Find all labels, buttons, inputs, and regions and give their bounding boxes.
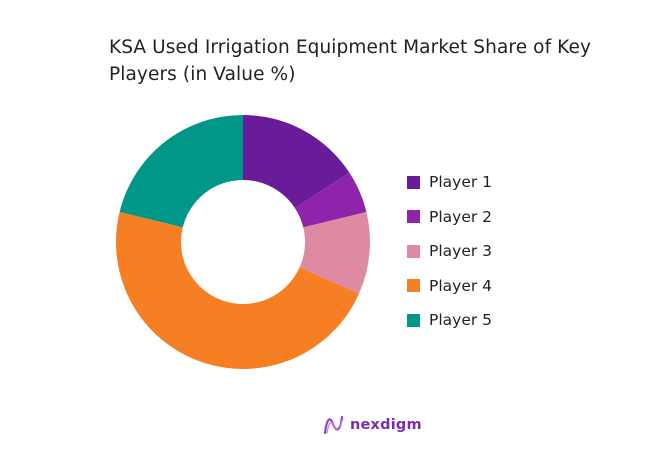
chart-title: KSA Used Irrigation Equipment Market Sha… (109, 37, 592, 85)
legend-label: Player 1 (429, 173, 493, 192)
legend-swatch (407, 175, 420, 189)
legend-swatch (407, 313, 420, 327)
nexdigm-logo: nexdigm (323, 414, 422, 436)
donut-slice-player-4 (116, 211, 359, 369)
legend-label: Player 4 (429, 276, 493, 295)
donut-slice-player-2 (294, 172, 367, 228)
legend-item-player-1: Player 1 (407, 165, 492, 200)
legend-item-player-4: Player 4 (407, 269, 492, 304)
legend-swatch (407, 244, 420, 258)
donut-slice-player-3 (299, 211, 370, 294)
legend-item-player-5: Player 5 (407, 303, 492, 338)
legend-item-player-3: Player 3 (407, 234, 492, 269)
legend-item-player-2: Player 2 (407, 200, 492, 235)
donut-slice-player-5 (119, 115, 243, 228)
legend-label: Player 3 (429, 242, 493, 261)
legend-label: Player 2 (429, 207, 493, 226)
legend-swatch (407, 279, 420, 293)
nexdigm-wave-icon (323, 415, 344, 435)
donut-slice-player-1 (243, 115, 350, 209)
legend-label: Player 5 (429, 311, 493, 330)
chart-legend: Player 1 Player 2 Player 3 Player 4 Play… (407, 165, 492, 338)
logo-text: nexdigm (350, 417, 422, 433)
legend-swatch (407, 210, 420, 224)
